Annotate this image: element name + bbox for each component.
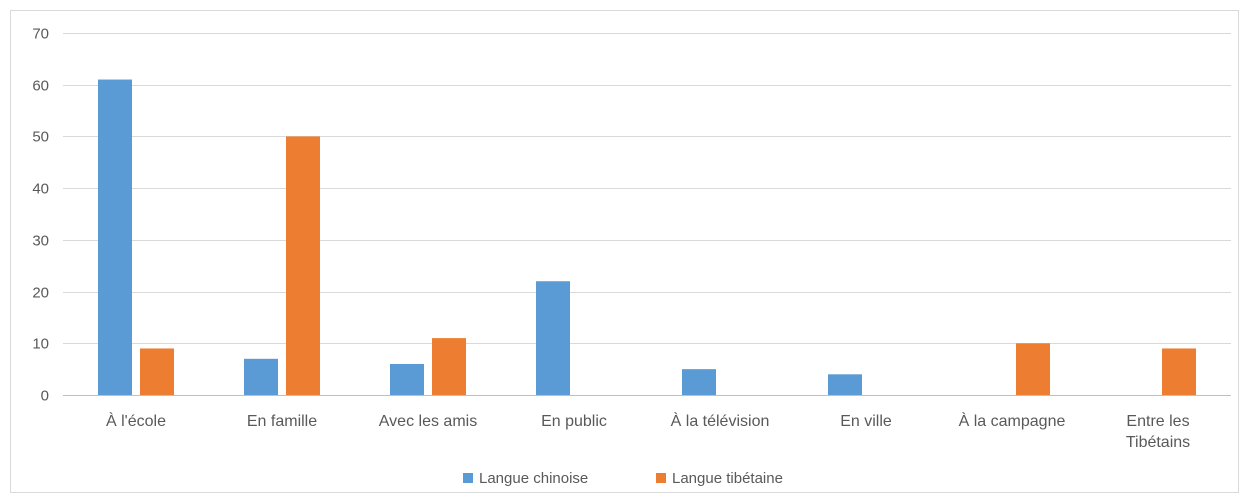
bar-chinese — [98, 79, 132, 396]
y-tick-label: 70 — [32, 26, 49, 43]
x-tick-label: À l'école — [106, 411, 166, 430]
bars — [98, 79, 1196, 396]
bar-chinese — [244, 358, 278, 395]
x-axis-ticks: À l'école En famille Avec les amis En publi… — [106, 411, 1190, 451]
x-tick-label: En famille — [247, 413, 317, 430]
x-tick-label: Entre les Tibétains — [1126, 413, 1190, 451]
bar-chinese — [682, 369, 716, 395]
bar-tibetan — [286, 136, 320, 395]
bar-tibetan — [432, 338, 466, 395]
x-tick-label: En public — [541, 413, 607, 430]
legend-label: Langue chinoise — [479, 470, 588, 487]
y-tick-label: 10 — [32, 336, 49, 353]
bar-tibetan — [140, 348, 174, 395]
bar-tibetan — [1162, 348, 1196, 395]
y-axis-ticks: 0 10 20 30 40 50 60 70 — [32, 26, 49, 405]
y-tick-label: 40 — [32, 181, 49, 198]
x-tick-label: À la campagne — [959, 411, 1066, 430]
legend-swatch — [656, 473, 666, 483]
legend-swatch — [463, 473, 473, 483]
legend-label: Langue tibétaine — [672, 470, 783, 487]
bar-tibetan — [1016, 343, 1050, 395]
y-tick-label: 20 — [32, 285, 49, 302]
chart-frame: 0 10 20 30 40 50 60 70 À l'école En famille Avec … — [10, 10, 1239, 493]
legend: Langue chinoise Langue tibétaine — [463, 470, 783, 487]
bar-chinese — [390, 363, 424, 395]
y-tick-label: 30 — [32, 233, 49, 250]
y-tick-label: 60 — [32, 78, 49, 95]
bar-chinese — [828, 374, 862, 395]
bar-chart: 0 10 20 30 40 50 60 70 À l'école En famille Avec … — [32, 26, 1231, 487]
x-tick-label: Avec les amis — [379, 413, 477, 430]
gridlines — [63, 33, 1231, 396]
y-tick-label: 0 — [41, 388, 49, 405]
x-tick-label: À la télévision — [671, 411, 770, 430]
y-tick-label: 50 — [32, 129, 49, 146]
x-tick-label: En ville — [840, 413, 892, 430]
bar-chinese — [536, 281, 570, 395]
